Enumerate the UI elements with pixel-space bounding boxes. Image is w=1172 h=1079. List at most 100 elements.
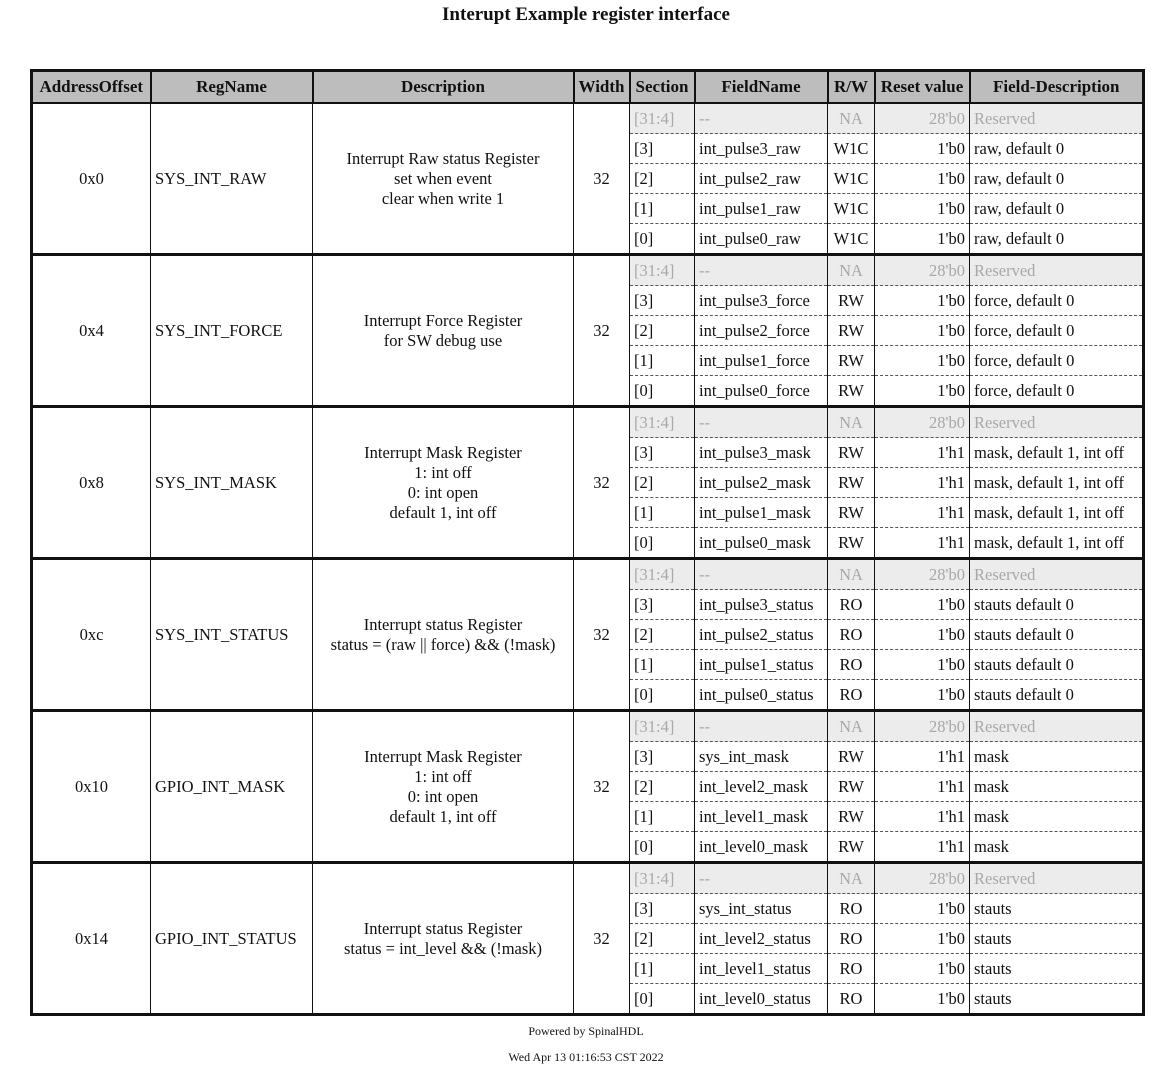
field-reset-value: 1'h1	[874, 527, 970, 560]
address-offset: 0x4	[31, 254, 151, 408]
table-row: [3] sys_int_mask RW 1'h1 mask	[32, 741, 1144, 772]
field-section: [0]	[629, 983, 695, 1016]
reg-description: Interrupt Mask Register 1: int off 0: int …	[312, 710, 574, 864]
field-description: force, default 0	[969, 345, 1144, 376]
field-name: int_pulse2_status	[694, 619, 828, 650]
field-description: mask, default 1, int off	[969, 497, 1144, 528]
field-section: [31:4]	[629, 406, 695, 438]
field-description: Reserved	[969, 406, 1144, 438]
field-name: int_pulse3_mask	[694, 437, 828, 468]
field-name: int_pulse1_mask	[694, 497, 828, 528]
field-rw: RO	[827, 923, 875, 954]
register-rows: 0x0 SYS_INT_RAW Interrupt Raw status Regis…	[31, 103, 1144, 1016]
field-name: int_pulse1_status	[694, 649, 828, 680]
field-name: int_pulse2_force	[694, 315, 828, 346]
table-row: [0] int_level0_mask RW 1'h1 mask	[32, 831, 1144, 864]
field-description: stauts	[969, 983, 1144, 1016]
description-line: Interrupt Mask Register	[364, 442, 522, 462]
field-description: Reserved	[969, 710, 1144, 742]
table-row: [2] int_pulse2_mask RW 1'h1 mask, default 1,…	[32, 467, 1144, 498]
table-row: [2] int_level2_status RO 1'b0 stauts	[32, 923, 1144, 954]
field-section: [0]	[629, 679, 695, 712]
field-reset-value: 28'b0	[874, 710, 970, 742]
table-row: 0xc SYS_INT_STATUS Interrupt status Regist…	[31, 558, 1144, 712]
field-section: [1]	[629, 497, 695, 528]
field-reset-value: 1'b0	[874, 893, 970, 924]
field-reset-value: 1'b0	[874, 923, 970, 954]
field-description: stauts default 0	[969, 619, 1144, 650]
table-row: [2] int_pulse2_raw W1C 1'b0 raw, default 0	[32, 163, 1144, 194]
field-section: [31:4]	[629, 862, 695, 894]
description-line: Interrupt Force Register	[363, 310, 523, 330]
field-name: int_pulse0_raw	[694, 223, 828, 256]
reg-width: 32	[573, 406, 630, 560]
field-reset-value: 1'b0	[874, 589, 970, 620]
description-line: set when event	[393, 168, 493, 188]
header-width: Width	[572, 69, 631, 104]
field-description: raw, default 0	[969, 193, 1144, 224]
field-name: int_pulse3_status	[694, 589, 828, 620]
field-name: int_level2_status	[694, 923, 828, 954]
field-reset-value: 28'b0	[874, 862, 970, 894]
field-section: [0]	[629, 223, 695, 256]
field-rw: RW	[827, 801, 875, 832]
field-reset-value: 1'h1	[874, 497, 970, 528]
description-line: for SW debug use	[383, 330, 503, 350]
field-reset-value: 1'b0	[874, 133, 970, 164]
field-rw: RW	[827, 497, 875, 528]
field-name: int_level0_mask	[694, 831, 828, 864]
field-reset-value: 1'h1	[874, 831, 970, 864]
field-section: [2]	[629, 923, 695, 954]
field-name: int_pulse1_force	[694, 345, 828, 376]
field-section: [31:4]	[629, 254, 695, 286]
reg-description: Interrupt Force Register for SW debug use	[312, 254, 574, 408]
description-line: status = (raw || force) && (!mask)	[330, 634, 556, 654]
field-section: [2]	[629, 619, 695, 650]
field-name: sys_int_mask	[694, 741, 828, 772]
table-row: [2] int_pulse2_force RW 1'b0 force, default …	[32, 315, 1144, 346]
table-row: [3] int_pulse3_force RW 1'b0 force, default …	[32, 285, 1144, 316]
field-name: int_pulse2_raw	[694, 163, 828, 194]
reg-description: Interrupt Mask Register 1: int off 0: int …	[312, 406, 574, 560]
field-name: int_pulse2_mask	[694, 467, 828, 498]
description-line: Interrupt status Register	[363, 918, 523, 938]
table-row: [1] int_pulse1_force RW 1'b0 force, default …	[32, 345, 1144, 376]
field-description: stauts default 0	[969, 679, 1144, 712]
field-rw: W1C	[827, 223, 875, 256]
field-description: mask, default 1, int off	[969, 467, 1144, 498]
field-rw: RO	[827, 649, 875, 680]
header-section: Section	[628, 69, 696, 104]
address-offset: 0x14	[31, 862, 151, 1016]
field-rw: RW	[827, 437, 875, 468]
field-rw: RW	[827, 345, 875, 376]
field-reset-value: 1'b0	[874, 679, 970, 712]
description-line: 0: int open	[407, 786, 479, 806]
page-title: Interupt Example register interface	[442, 4, 730, 25]
reg-width: 32	[573, 103, 630, 256]
reg-width: 32	[573, 254, 630, 408]
field-reset-value: 1'b0	[874, 315, 970, 346]
header-reg-name: RegName	[149, 69, 314, 104]
field-reset-value: 1'b0	[874, 649, 970, 680]
field-section: [2]	[629, 771, 695, 802]
table-row: [0] int_pulse0_raw W1C 1'b0 raw, default 0	[32, 223, 1144, 256]
field-section: [3]	[629, 133, 695, 164]
header-address-offset: AddressOffset	[30, 69, 152, 104]
field-name: int_level1_status	[694, 953, 828, 984]
field-description: stauts	[969, 893, 1144, 924]
description-line: default 1, int off	[389, 806, 497, 826]
field-rw: RO	[827, 983, 875, 1016]
field-description: mask	[969, 831, 1144, 864]
field-reset-value: 28'b0	[874, 254, 970, 286]
field-section: [31:4]	[629, 103, 695, 134]
description-line: status = int_level && (!mask)	[343, 938, 543, 958]
field-rw: RW	[827, 285, 875, 316]
field-section: [3]	[629, 741, 695, 772]
field-description: Reserved	[969, 103, 1144, 134]
reg-description: Interrupt status Register status = (raw |…	[312, 558, 574, 712]
reg-description: Interrupt status Register status = int_le…	[312, 862, 574, 1016]
field-reset-value: 1'b0	[874, 375, 970, 408]
field-reset-value: 1'b0	[874, 285, 970, 316]
field-rw: NA	[827, 103, 875, 134]
field-description: stauts default 0	[969, 649, 1144, 680]
